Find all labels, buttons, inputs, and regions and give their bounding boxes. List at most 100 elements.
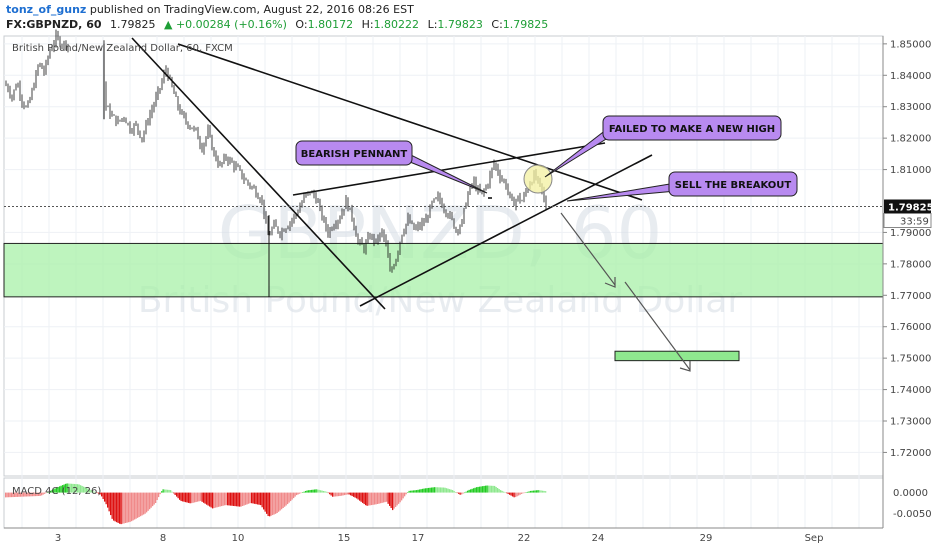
- macd-bar: [251, 492, 253, 504]
- macd-bar: [56, 487, 58, 493]
- macd-bar: [488, 485, 490, 493]
- macd-bar: [71, 483, 73, 493]
- macd-bar: [173, 492, 175, 494]
- macd-bar: [369, 492, 371, 506]
- macd-bar: [230, 492, 232, 506]
- macd-bar: [68, 483, 70, 493]
- macd-bar: [257, 492, 259, 505]
- macd-bar: [410, 490, 412, 493]
- macd-bar: [123, 492, 125, 524]
- macd-bar: [296, 492, 298, 496]
- macd-bar: [179, 492, 181, 500]
- macd-bar: [45, 492, 47, 494]
- macd-bar: [284, 492, 286, 507]
- macd-bar: [542, 490, 544, 493]
- long-downtrend-line: [177, 43, 643, 201]
- macd-bar: [207, 492, 209, 506]
- macd-bar: [510, 492, 512, 496]
- highlight-circle: [523, 164, 553, 194]
- annotation-box: [295, 140, 413, 166]
- macd-bar: [104, 492, 106, 502]
- macd-bar: [491, 485, 493, 493]
- macd-bar: [333, 492, 335, 497]
- macd-bar: [408, 490, 410, 493]
- macd-bar: [519, 492, 521, 495]
- macd-bar: [462, 492, 464, 494]
- macd-bar: [474, 487, 476, 493]
- macd-bar: [449, 489, 451, 493]
- y-tick-label: 1.77000: [890, 291, 931, 302]
- macd-bar: [407, 492, 409, 493]
- macd-bar: [294, 492, 296, 497]
- macd-bar: [243, 492, 245, 506]
- macd-bar: [60, 485, 62, 493]
- macd-bar: [536, 490, 538, 493]
- macd-bar: [180, 492, 182, 502]
- macd-bar: [327, 492, 329, 494]
- macd-bar: [149, 492, 151, 510]
- macd-bar: [390, 492, 392, 508]
- macd-bar: [201, 492, 203, 502]
- macd-bar: [359, 492, 361, 501]
- annotation-failed-high: FAILED TO MAKE A NEW HIGH: [544, 115, 782, 178]
- author-name[interactable]: tonz_of_gunz: [6, 3, 87, 16]
- macd-bar: [221, 492, 223, 507]
- macd-bar: [423, 488, 425, 493]
- macd-bar: [437, 487, 439, 493]
- macd-bar: [434, 487, 436, 493]
- macd-bar: [446, 488, 448, 493]
- macd-bar: [492, 485, 494, 493]
- macd-bar: [152, 492, 154, 507]
- macd-bar: [26, 492, 28, 497]
- macd-bar: [371, 492, 373, 506]
- macd-bar: [335, 492, 337, 497]
- macd-bar: [20, 492, 22, 497]
- macd-bar: [501, 490, 503, 493]
- macd-bar: [396, 492, 398, 506]
- macd-bar: [309, 490, 311, 493]
- macd-bar: [185, 492, 187, 503]
- macd-bar: [279, 492, 281, 511]
- macd-bar: [158, 492, 160, 498]
- annotation-box: [668, 171, 798, 197]
- macd-bar: [482, 486, 484, 493]
- macd-bar: [224, 492, 226, 506]
- macd-bar: [95, 492, 97, 493]
- macd-bar: [167, 489, 169, 493]
- macd-bar: [299, 492, 301, 494]
- macd-bar: [57, 486, 59, 493]
- macd-bar: [84, 487, 86, 493]
- macd-bar: [522, 492, 524, 494]
- macd-bar: [86, 488, 88, 493]
- macd-bar: [38, 492, 40, 496]
- macd-bar: [215, 492, 217, 508]
- macd-bar: [168, 489, 170, 493]
- x-tick-label: 29: [700, 533, 713, 544]
- macd-bar: [443, 487, 445, 493]
- macd-bar: [393, 492, 395, 509]
- annotation-text: BEARISH PENNANT: [301, 149, 408, 160]
- macd-bar: [507, 492, 509, 494]
- macd-bar: [336, 492, 338, 497]
- open-label: O:: [295, 18, 308, 31]
- projection-arrow-1: [560, 212, 616, 286]
- y-tick-label: 1.72000: [890, 448, 931, 459]
- y-tick-label: 1.76000: [890, 322, 931, 333]
- macd-bar: [41, 492, 43, 496]
- macd-bar: [228, 492, 230, 506]
- macd-bar: [134, 492, 136, 520]
- macd-bar: [345, 492, 347, 495]
- macd-bar: [242, 492, 244, 506]
- macd-bar: [417, 489, 419, 493]
- macd-bar: [129, 492, 131, 522]
- macd-bar: [378, 492, 380, 504]
- macd-bar: [464, 492, 466, 494]
- macd-bar: [278, 492, 280, 512]
- macd-bar: [269, 492, 271, 517]
- macd-bar: [222, 492, 224, 506]
- macd-bar: [272, 492, 274, 516]
- macd-bar: [456, 492, 458, 494]
- macd-bar: [150, 492, 152, 508]
- macd-bar: [512, 492, 514, 497]
